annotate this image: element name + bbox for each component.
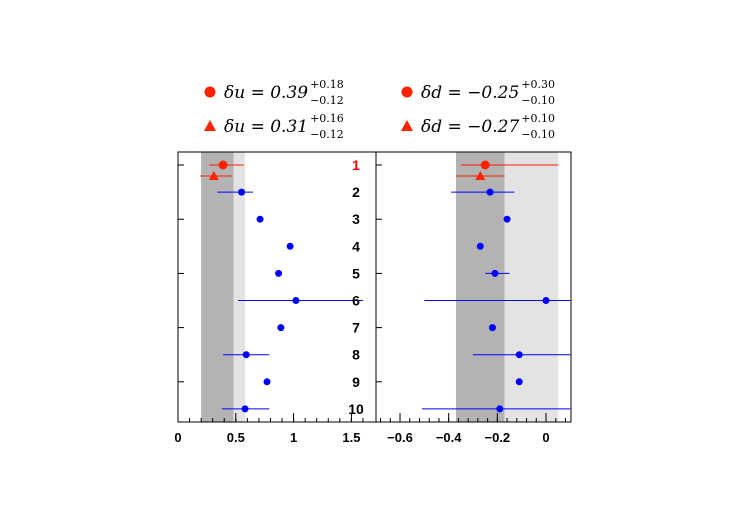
legend-marker-circle [401, 86, 413, 98]
row-label: 1 [352, 157, 360, 173]
delta-d-dark-band [455, 152, 505, 422]
delta-u-point [241, 405, 249, 413]
row-label: 5 [352, 265, 360, 281]
delta-d-point [496, 405, 504, 413]
row-label: 4 [352, 238, 360, 254]
delta-u-point [263, 378, 271, 386]
delta-d-point [491, 269, 499, 277]
delta-u-point [256, 215, 264, 223]
delta-u-x-tick-label: 0 [174, 430, 181, 445]
delta-u-point [275, 269, 283, 277]
delta-u-x-tick-label: 1 [290, 430, 297, 445]
legend-marker-triangle [401, 120, 413, 131]
delta-u-point [238, 188, 246, 196]
delta-d-frame [375, 151, 572, 423]
legend-marker-triangle [204, 120, 216, 131]
legend-label: δu = 0.31 [224, 117, 308, 137]
delta-u-x-tick-label: 1.5 [342, 430, 360, 445]
legend-upper-error: +0.10 [521, 112, 555, 125]
row-label: 2 [352, 184, 360, 200]
legend-upper-error: +0.18 [310, 78, 344, 91]
delta-u-point [218, 160, 228, 170]
delta-u-point [277, 324, 285, 332]
legend-upper-error: +0.30 [521, 78, 555, 91]
delta-u-light-band [233, 152, 246, 422]
legend-lower-error: −0.10 [521, 94, 555, 107]
delta-d-point-triangle [475, 171, 486, 180]
legend-lower-error: −0.10 [521, 128, 555, 141]
row-label: 9 [352, 374, 360, 390]
delta-u-point-triangle [208, 171, 219, 180]
delta-u-point [286, 242, 294, 250]
delta-d-light-band [504, 152, 559, 422]
delta-d-point [476, 242, 484, 250]
legend-label: δu = 0.39 [224, 83, 308, 103]
legend-label: δd = −0.25 [421, 83, 519, 103]
delta-u-x-tick-label: 0.5 [227, 430, 245, 445]
delta-d-point [486, 188, 494, 196]
row-label: 3 [352, 211, 360, 227]
legend-marker-circle [204, 86, 216, 98]
delta-d-point [480, 160, 490, 170]
delta-d-point [488, 324, 496, 332]
legend-upper-error: +0.16 [310, 112, 344, 125]
row-label: 10 [348, 401, 364, 417]
delta-u-point [242, 351, 250, 359]
delta-d-x-tick-label: −0.4 [436, 430, 462, 445]
delta-u-dark-band [201, 152, 234, 422]
row-label: 7 [352, 320, 360, 336]
delta-d-point [503, 215, 511, 223]
delta-d-x-tick-label: 0 [542, 430, 549, 445]
delta-d-point [515, 378, 523, 386]
legend-lower-error: −0.12 [310, 94, 344, 107]
legend-lower-error: −0.12 [310, 128, 344, 141]
legend-label: δd = −0.27 [421, 117, 519, 137]
delta-d-point [515, 351, 523, 359]
delta-d-point [542, 297, 550, 304]
row-label: 6 [352, 293, 360, 309]
row-label: 8 [352, 347, 360, 363]
delta-d-x-tick-label: −0.6 [387, 430, 413, 445]
delta-u-point [292, 297, 300, 304]
delta-d-x-tick-label: −0.2 [485, 430, 511, 445]
